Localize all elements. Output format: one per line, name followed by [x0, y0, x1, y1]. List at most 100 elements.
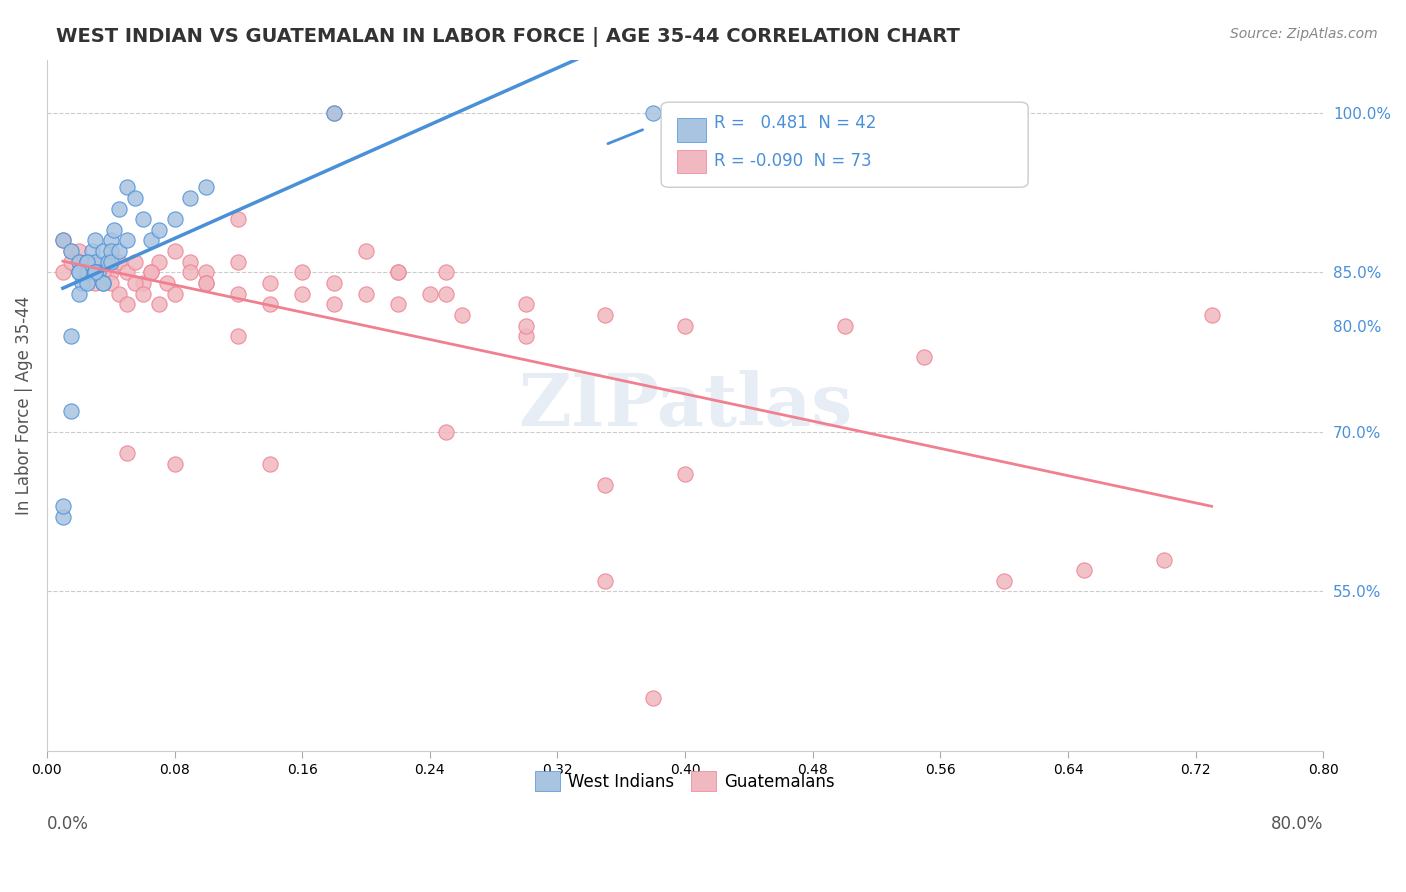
Point — [163, 244, 186, 258]
Point — [139, 265, 162, 279]
Point — [91, 276, 114, 290]
Point — [83, 265, 105, 279]
Point — [83, 254, 105, 268]
Point — [259, 297, 281, 311]
Point — [59, 403, 82, 417]
Point — [107, 244, 129, 258]
Point — [387, 265, 409, 279]
Point — [434, 265, 457, 279]
Point — [103, 223, 125, 237]
Point — [259, 276, 281, 290]
Point — [515, 329, 537, 343]
Point — [91, 244, 114, 258]
Point — [834, 318, 856, 333]
Point — [52, 265, 75, 279]
Y-axis label: In Labor Force | Age 35-44: In Labor Force | Age 35-44 — [15, 296, 32, 515]
Point — [124, 254, 146, 268]
Point — [450, 308, 472, 322]
Point — [96, 254, 118, 268]
Point — [70, 276, 93, 290]
Point — [163, 457, 186, 471]
Point — [291, 265, 314, 279]
Point — [643, 105, 665, 120]
Point — [228, 329, 250, 343]
Point — [179, 254, 201, 268]
Point — [67, 265, 90, 279]
Point — [76, 265, 98, 279]
Point — [124, 191, 146, 205]
Point — [179, 265, 201, 279]
Point — [139, 265, 162, 279]
Point — [67, 265, 90, 279]
Point — [80, 244, 103, 258]
Point — [52, 510, 75, 524]
Text: WEST INDIAN VS GUATEMALAN IN LABOR FORCE | AGE 35-44 CORRELATION CHART: WEST INDIAN VS GUATEMALAN IN LABOR FORCE… — [56, 27, 960, 46]
Point — [354, 244, 377, 258]
Point — [259, 457, 281, 471]
Point — [100, 234, 122, 248]
FancyBboxPatch shape — [661, 103, 1028, 187]
Point — [323, 276, 346, 290]
Point — [83, 254, 105, 268]
Point — [115, 265, 138, 279]
Point — [87, 265, 110, 279]
Point — [148, 223, 170, 237]
Point — [419, 286, 441, 301]
Point — [1201, 308, 1223, 322]
Point — [59, 244, 82, 258]
Point — [912, 351, 935, 365]
Point — [1073, 563, 1095, 577]
Point — [131, 276, 153, 290]
Point — [59, 254, 82, 268]
Point — [107, 254, 129, 268]
Point — [59, 329, 82, 343]
Point — [195, 276, 218, 290]
Point — [100, 244, 122, 258]
Point — [131, 212, 153, 227]
Point — [52, 234, 75, 248]
Point — [515, 297, 537, 311]
Point — [195, 265, 218, 279]
Point — [291, 286, 314, 301]
Point — [163, 286, 186, 301]
Point — [115, 297, 138, 311]
Point — [83, 276, 105, 290]
Point — [91, 265, 114, 279]
Text: Source: ZipAtlas.com: Source: ZipAtlas.com — [1230, 27, 1378, 41]
Point — [155, 276, 177, 290]
Point — [595, 574, 617, 588]
Point — [67, 254, 90, 268]
Point — [434, 286, 457, 301]
Point — [107, 286, 129, 301]
Point — [179, 191, 201, 205]
Point — [515, 318, 537, 333]
Point — [59, 244, 82, 258]
Point — [323, 105, 346, 120]
Point — [115, 234, 138, 248]
Point — [76, 254, 98, 268]
Point — [993, 574, 1015, 588]
Point — [643, 690, 665, 705]
Point — [76, 276, 98, 290]
Point — [228, 286, 250, 301]
Point — [67, 254, 90, 268]
Point — [131, 286, 153, 301]
Point — [100, 276, 122, 290]
Point — [228, 212, 250, 227]
Point — [76, 265, 98, 279]
Point — [139, 234, 162, 248]
Point — [100, 254, 122, 268]
Point — [76, 254, 98, 268]
Text: R = -0.090  N = 73: R = -0.090 N = 73 — [714, 152, 872, 169]
Point — [387, 265, 409, 279]
Point — [434, 425, 457, 439]
Point — [148, 297, 170, 311]
Point — [387, 297, 409, 311]
Legend: West Indians, Guatemalans: West Indians, Guatemalans — [529, 764, 842, 798]
Point — [67, 286, 90, 301]
Point — [163, 212, 186, 227]
Point — [148, 254, 170, 268]
Point — [67, 244, 90, 258]
Point — [107, 202, 129, 216]
Point — [1153, 552, 1175, 566]
